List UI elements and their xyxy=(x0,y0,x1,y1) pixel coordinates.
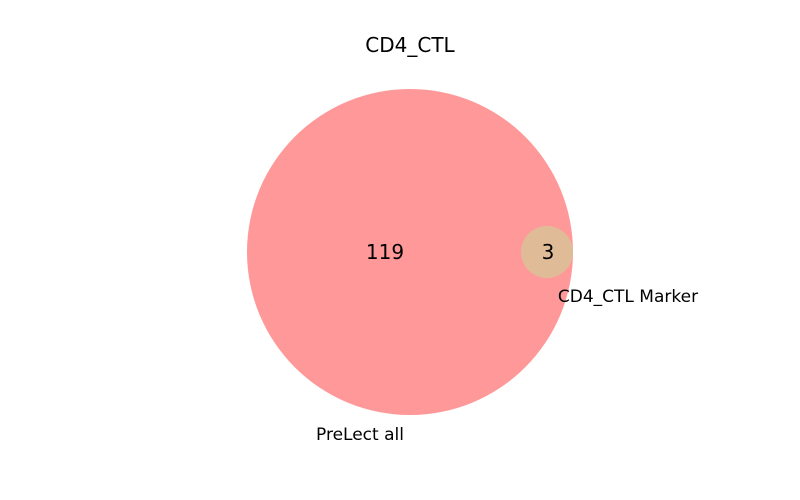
diagram-title: CD4_CTL xyxy=(365,33,455,57)
set-circle-cd4-ctl-marker xyxy=(521,226,573,278)
set-circle-prelect-all xyxy=(247,89,573,415)
set-label-prelect-all: PreLect all xyxy=(316,425,404,445)
set-label-cd4-ctl-marker: CD4_CTL Marker xyxy=(558,287,698,307)
set-count-cd4-ctl-marker: 3 xyxy=(542,240,555,264)
set-count-prelect-all: 119 xyxy=(366,240,404,264)
